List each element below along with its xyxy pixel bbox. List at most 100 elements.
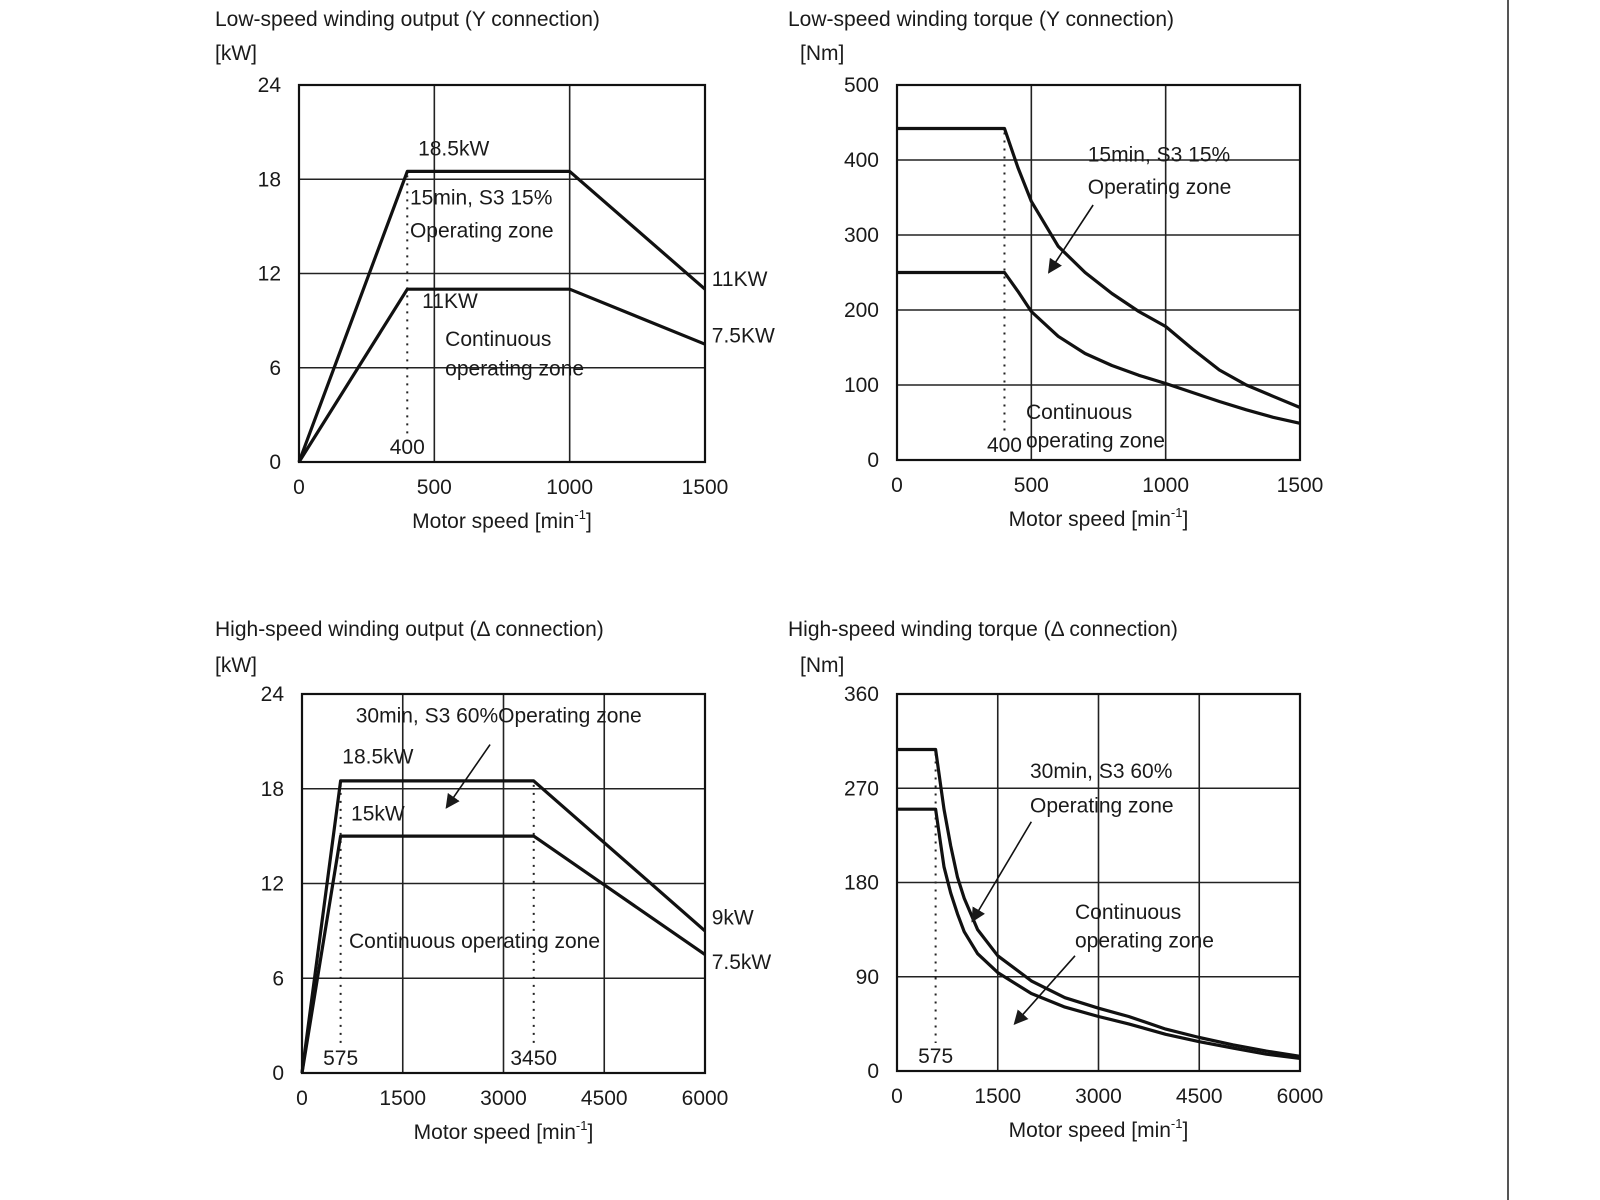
annotation-label: 11KW [712,268,768,291]
annotation-label: operating zone [1026,429,1165,452]
x-tick-label: 500 [417,476,452,499]
series-line-1 [897,270,1301,425]
x-tick-label: 6000 [1277,1085,1324,1108]
series-line-1 [297,287,706,463]
chart-1-plot: 0 500 1000 1500 0 100 200 300 400 500 Motor speed … [844,74,1323,531]
x-tick-label: 3000 [1075,1085,1122,1108]
annotation-label: Operating zone [410,219,554,242]
annotation-label: operating zone [445,358,584,381]
callout-arrow [1048,204,1094,274]
y-tick-label: 90 [856,966,879,989]
callout-arrow [445,744,491,809]
x-axis-label-main: Motor speed [min [412,510,574,533]
x-tick-label: 0 [891,474,903,497]
y-tick-label: 300 [844,224,879,247]
x-axis-label-main: Motor speed [min [414,1121,576,1144]
x-tick-label: 1500 [682,476,729,499]
x-tick-label: 1500 [1277,474,1324,497]
speed-marker-label: 400 [390,436,425,459]
x-axis-label-main: Motor speed [min [1009,508,1171,531]
x-axis-label-superscript: -1 [1171,1116,1183,1131]
x-tick-label: 4500 [581,1087,628,1110]
annotation-label: 18.5kW [342,745,413,768]
series-line-0 [300,779,707,1074]
plot-frame [300,692,707,1075]
speed-marker-label: 575 [918,1045,953,1068]
annotation-label: 11KW [422,290,478,313]
annotation-label: 7.5kW [712,951,772,974]
y-tick-label: 0 [269,451,281,474]
x-axis-label-superscript: -1 [1171,505,1183,520]
annotation-label: 15min, S3 15% [1088,144,1230,167]
callout-arrow [971,821,1033,923]
x-tick-label: 500 [1014,474,1049,497]
callout-arrow [1013,955,1076,1025]
chart-0-plot: 0 500 1000 1500 0 6 12 18 24 Motor speed [min-1] 4… [258,74,775,533]
y-tick-label: 24 [258,74,282,97]
y-tick-label: 18 [258,168,281,191]
x-axis-label-close: ] [1182,1119,1188,1142]
annotation-label: Continuous [1026,401,1132,424]
annotation-label: 30min, S3 60%Operating zone [356,704,642,727]
x-axis-label: Motor speed [min-1] [412,507,592,533]
speed-marker-label: 575 [323,1047,358,1070]
y-tick-label: 180 [844,872,879,895]
x-axis-label-close: ] [587,1121,593,1144]
y-tick-label: 24 [261,683,285,706]
chart-title: High-speed winding output (Δ connection) [215,618,604,641]
chart-title: High-speed winding torque (Δ connection) [788,618,1178,641]
series-line-1 [897,807,1301,1060]
series-line-0 [897,747,1301,1058]
series-line-1 [300,834,706,1074]
speed-marker-label: 3450 [510,1047,557,1070]
chart-3-plot: 0 1500 3000 4500 6000 0 90 180 270 360 Motor speed… [844,683,1323,1142]
x-axis-label: Motor speed [min-1] [414,1118,594,1144]
y-tick-label: 0 [867,449,879,472]
x-axis-label: Motor speed [min-1] [1009,1116,1189,1142]
series-line-0 [297,169,707,463]
x-axis-label-superscript: -1 [576,1118,588,1133]
x-tick-label: 1000 [546,476,593,499]
y-tick-label: 6 [272,967,284,990]
annotation-label: 15min, S3 15% [410,186,552,209]
speed-marker-label: 400 [987,434,1022,457]
annotation-label: 15kW [351,802,405,825]
page-edge-rule [1507,0,1509,1200]
plot-frame [297,83,707,464]
y-tick-label: 500 [844,74,879,97]
x-tick-label: 6000 [682,1087,729,1110]
y-tick-label: 0 [867,1060,879,1083]
annotation-label: 30min, S3 60% [1030,760,1172,783]
y-axis-unit: [Nm] [800,42,845,65]
annotation-label: Operating zone [1030,794,1174,817]
annotation-label: 9kW [712,907,754,930]
y-tick-label: 18 [261,778,284,801]
x-tick-label: 3000 [480,1087,527,1110]
x-axis-label: Motor speed [min-1] [1009,505,1189,531]
y-axis-unit: [kW] [215,654,257,677]
x-tick-label: 0 [293,476,305,499]
chart-title: Low-speed winding output (Y connection) [215,8,600,31]
x-tick-label: 0 [891,1085,903,1108]
x-axis-label-main: Motor speed [min [1009,1119,1171,1142]
x-tick-label: 1500 [974,1085,1021,1108]
y-tick-label: 400 [844,149,879,172]
y-tick-label: 100 [844,374,879,397]
x-tick-label: 1000 [1142,474,1189,497]
annotation-label: operating zone [1075,929,1214,952]
chart-2-plot: 0 1500 3000 4500 6000 0 6 12 18 24 Motor speed [mi… [261,683,772,1144]
annotation-label: Operating zone [1088,176,1232,199]
y-tick-label: 6 [269,357,281,380]
x-axis-label-close: ] [1182,508,1188,531]
plot-frame [895,692,1302,1073]
x-tick-label: 1500 [379,1087,426,1110]
y-axis-unit: [kW] [215,42,257,65]
annotation-label: 7.5KW [712,325,775,348]
y-tick-label: 360 [844,683,879,706]
y-tick-label: 12 [261,873,284,896]
chart-title: Low-speed winding torque (Y connection) [788,8,1175,31]
y-tick-label: 200 [844,299,879,322]
annotation-label: Continuous [445,328,551,351]
